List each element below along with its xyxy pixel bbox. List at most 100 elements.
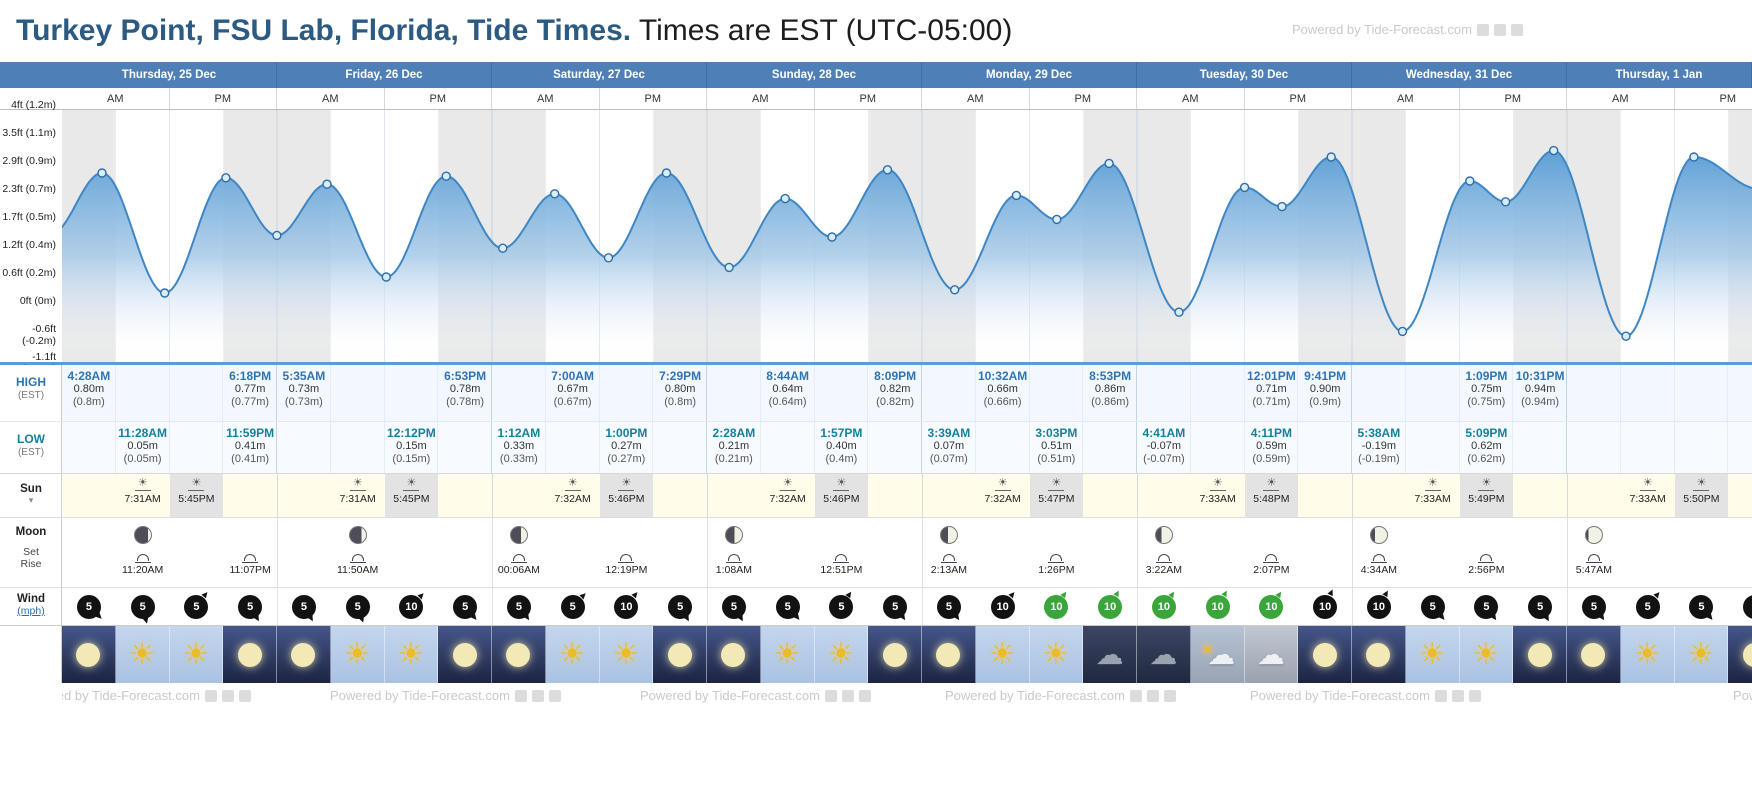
moon-phase-icon (133, 526, 152, 544)
tide-extreme-marker (1500, 197, 1511, 207)
wind-speed: 10 (614, 595, 639, 619)
high-tide-time: 6:53PM (444, 369, 487, 383)
moon-rise-time: 2:07PM (1253, 564, 1290, 576)
wind-speed: 5 (668, 595, 693, 619)
wind-badge: 5▲ (879, 591, 911, 625)
sun-row-label: Sun ▾ (0, 483, 62, 506)
high-tide-time: 9:41PM (1304, 369, 1347, 383)
high-tide-height: 0.80m (73, 383, 105, 395)
wind-badge: 10 ▲ (1040, 587, 1072, 623)
night-shade-box (1674, 474, 1729, 517)
high-tide-height: (0.67m) (553, 396, 592, 408)
moon-rise-label: Rise (20, 558, 42, 570)
weather-label-cell (0, 626, 62, 683)
tide-extreme-marker (159, 288, 170, 298)
wind-badge: 10 ▲ (610, 588, 643, 623)
high-tide-height: (0.73m) (284, 396, 323, 408)
social-icon[interactable] (824, 689, 837, 702)
low-tide-height: -0.19m (1361, 440, 1396, 452)
weather-sunny-tile: ☀ (169, 626, 224, 683)
high-tide-height: 0.64m (772, 383, 803, 395)
tide-area-fill (62, 150, 1752, 362)
high-tide-height: (0.82m) (876, 396, 915, 408)
high-tide-time: 7:29PM (659, 369, 702, 383)
weather-clear-night-tile (653, 626, 707, 683)
ampm-label: AM (922, 88, 1030, 109)
weather-sunny-tile: ☀ (115, 626, 170, 683)
low-tide-time: 2:28AM (712, 426, 756, 440)
wind-unit-link[interactable]: (mph) (17, 605, 45, 617)
social-icon[interactable] (514, 689, 527, 702)
wind-speed: 5 (1474, 595, 1499, 619)
low-tide-height: (-0.07m) (1143, 453, 1185, 465)
moonset-icon (922, 554, 976, 563)
social-icon[interactable] (531, 689, 544, 702)
high-tide-entry: 8:44AM 0.64m (0.64m) (761, 370, 815, 409)
weather-sunny-tile: ☀ (1620, 626, 1675, 683)
social-icon[interactable] (1434, 689, 1447, 702)
social-icon[interactable] (1476, 23, 1489, 36)
moon-icon (667, 643, 692, 667)
social-icon[interactable] (1129, 689, 1142, 702)
day-header-cell: Saturday, 27 Dec (492, 62, 707, 88)
social-icon[interactable] (1510, 23, 1523, 36)
high-tide-time: 10:32AM (977, 369, 1028, 383)
quarter-cell (761, 422, 815, 473)
high-tide-height: (0.8m) (664, 396, 697, 408)
sunset-entry: ☀ 5:45PM (385, 478, 439, 506)
tide-chart-row: 4ft (1.2m) 3.5ft (1.1m) 2.9ft (0.9m) 2.3ft … (0, 99, 1752, 375)
weather-clear-night-tile (868, 626, 922, 683)
sunrise-time: 7:32AM (984, 493, 1021, 505)
social-icon[interactable] (1468, 689, 1481, 702)
social-icon[interactable] (204, 689, 217, 702)
social-icon[interactable] (858, 689, 871, 702)
low-tide-time: 1:57PM (820, 426, 863, 440)
day-header-cell: Tuesday, 30 Dec (1137, 62, 1352, 88)
wind-badge: 10 ▲ (987, 588, 1019, 623)
quarter-cell (438, 365, 492, 421)
watermark-text: Powered by Tide-Forecast.com (62, 688, 200, 703)
wind-speed: 5 (130, 595, 155, 619)
sun-label[interactable]: Sun (20, 483, 42, 495)
y-axis-label: 1.2ft (0.4m) (2, 239, 56, 251)
wind-badge: 10 ▲ (1255, 587, 1287, 623)
low-tide-entry: 5:38AM -0.19m (-0.19m) (1352, 427, 1406, 466)
wind-speed: 5 (883, 595, 908, 619)
quarter-cell (331, 365, 385, 421)
social-icon[interactable] (1493, 23, 1506, 36)
high-tide-time: 1:09PM (1465, 369, 1508, 383)
high-tide-time: 4:28AM (67, 369, 111, 383)
social-icon[interactable] (548, 689, 561, 702)
sun-icon: ☀ (827, 638, 855, 671)
social-icon[interactable] (841, 689, 854, 702)
wind-speed: 5 (1581, 595, 1606, 619)
weather-cloudy-night-tile: ☁ (1083, 626, 1137, 683)
social-icon[interactable] (238, 689, 251, 702)
quarter-cell (1406, 422, 1460, 473)
watermark-text: Powered by Tide-Forecast.com (640, 688, 820, 703)
moon-set-time: 5:47AM (1575, 564, 1612, 576)
quarter-cell (1030, 422, 1084, 473)
quarter-cell (62, 422, 116, 473)
tide-extreme-marker (882, 165, 893, 175)
sunrise-icon: ☀ (331, 478, 385, 491)
low-tide-entry: 12:12PM 0.15m (0.15m) (385, 427, 439, 466)
low-tide-height: 0.27m (611, 440, 642, 452)
social-icon[interactable] (1146, 689, 1159, 702)
social-icon[interactable] (1163, 689, 1176, 702)
cloud-icon: ☁ (1207, 639, 1236, 670)
social-icon[interactable] (1451, 689, 1464, 702)
moon-rise-time: 1:26PM (1038, 564, 1075, 576)
wind-badge: 5▲ (127, 591, 159, 627)
high-tide-time: 7:00AM (551, 369, 594, 383)
chevron-down-icon[interactable]: ▾ (28, 495, 34, 505)
moon-icon (1581, 643, 1606, 667)
y-axis-label: 0.6ft (0.2m) (2, 267, 56, 279)
sunrise-icon: ☀ (546, 478, 600, 491)
social-icon[interactable] (221, 689, 234, 702)
moon-rise-time: 2:56PM (1468, 564, 1505, 576)
high-tide-height: (0.66m) (983, 396, 1022, 408)
moon-icon (936, 643, 961, 667)
wind-speed: 5 (238, 595, 263, 619)
wind-speed: 10 (1259, 595, 1284, 619)
